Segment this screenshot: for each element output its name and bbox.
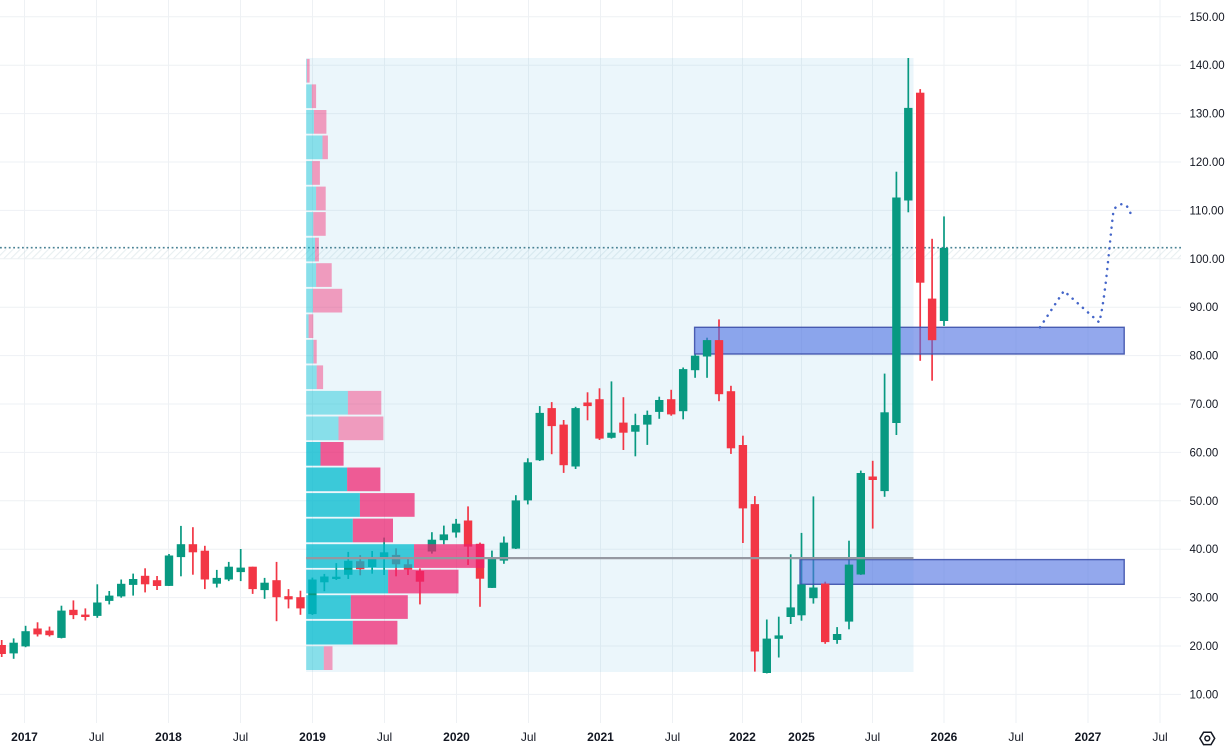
svg-text:10.00: 10.00 (1190, 689, 1219, 701)
svg-text:Jul: Jul (665, 730, 680, 744)
svg-text:100.00: 100.00 (1190, 254, 1225, 266)
svg-text:140.00: 140.00 (1190, 60, 1225, 72)
svg-text:Jul: Jul (377, 730, 392, 744)
svg-text:2026: 2026 (931, 730, 958, 744)
svg-text:60.00: 60.00 (1190, 447, 1219, 459)
svg-text:30.00: 30.00 (1190, 593, 1219, 605)
svg-text:2025: 2025 (788, 730, 815, 744)
svg-text:Jul: Jul (521, 730, 536, 744)
svg-text:70.00: 70.00 (1190, 399, 1219, 411)
svg-text:2017: 2017 (11, 730, 38, 744)
svg-text:2027: 2027 (1075, 730, 1102, 744)
svg-text:2018: 2018 (155, 730, 182, 744)
svg-text:110.00: 110.00 (1190, 205, 1224, 217)
svg-text:80.00: 80.00 (1190, 351, 1219, 363)
svg-text:Jul: Jul (233, 730, 248, 744)
svg-text:Jul: Jul (89, 730, 104, 744)
svg-text:20.00: 20.00 (1190, 641, 1219, 653)
svg-text:Jul: Jul (865, 730, 880, 744)
svg-text:90.00: 90.00 (1190, 302, 1219, 314)
svg-text:Jul: Jul (1152, 730, 1167, 744)
svg-text:50.00: 50.00 (1190, 496, 1219, 508)
svg-text:2020: 2020 (443, 730, 470, 744)
svg-text:Jul: Jul (1008, 730, 1023, 744)
svg-text:2019: 2019 (299, 730, 326, 744)
svg-text:130.00: 130.00 (1190, 109, 1225, 121)
svg-text:150.00: 150.00 (1190, 12, 1225, 24)
svg-text:2022: 2022 (729, 730, 756, 744)
svg-text:40.00: 40.00 (1190, 544, 1219, 556)
svg-text:2021: 2021 (587, 730, 614, 744)
svg-text:120.00: 120.00 (1190, 157, 1225, 169)
